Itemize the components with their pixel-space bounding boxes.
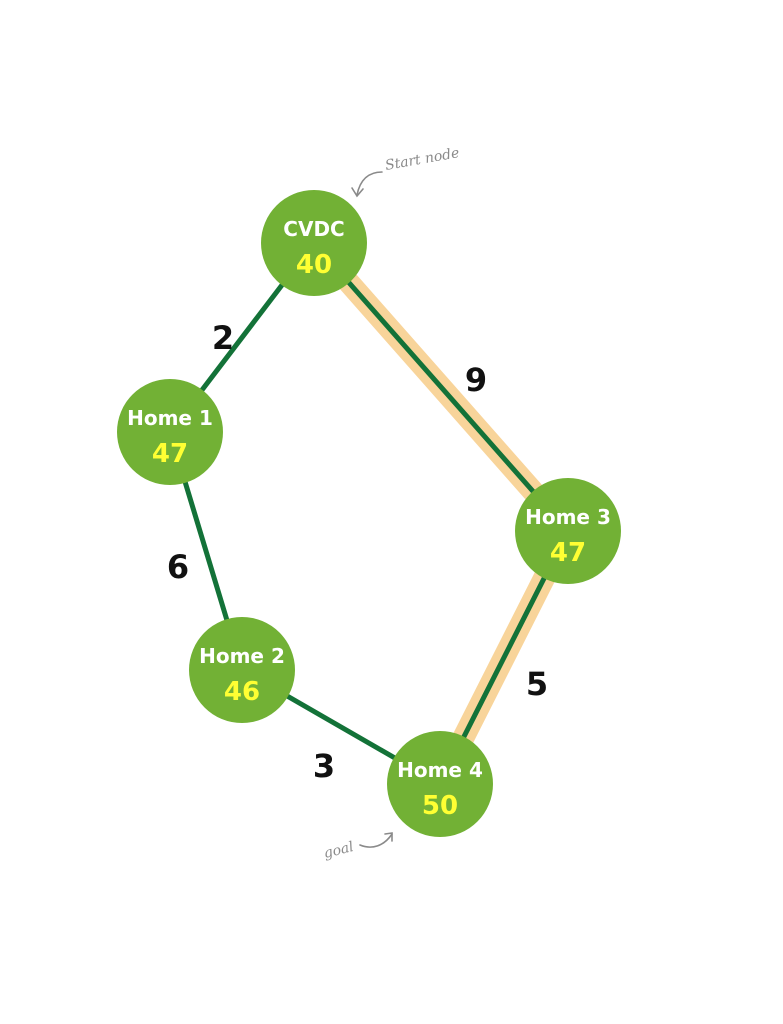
nodes-layer: CVDC 40 Home 1 47 Home 2 46 Home 3 47 Home 4 50 bbox=[117, 190, 621, 837]
node-home2: Home 2 46 bbox=[189, 617, 295, 723]
node-value-cvdc: 40 bbox=[296, 250, 332, 280]
node-name-home1: Home 1 bbox=[127, 406, 213, 430]
edge-weight-home3-home4: 5 bbox=[526, 665, 548, 703]
goal-arrow-icon bbox=[359, 833, 393, 848]
node-name-home3: Home 3 bbox=[525, 505, 611, 529]
start-node-annotation: Start node bbox=[351, 145, 461, 198]
node-value-home1: 47 bbox=[152, 439, 188, 469]
start-arrowhead-icon bbox=[351, 187, 364, 198]
node-circle-home4 bbox=[387, 731, 493, 837]
goal-note: goal bbox=[322, 839, 355, 862]
edge-weight-cvdc-home1: 2 bbox=[212, 319, 234, 357]
node-value-home4: 50 bbox=[422, 791, 458, 821]
edge-weight-home1-home2: 6 bbox=[167, 548, 189, 586]
goal-annotation: goal bbox=[322, 832, 393, 862]
start-arrow-icon bbox=[356, 171, 383, 196]
node-cvdc: CVDC 40 bbox=[261, 190, 367, 296]
node-circle-home3 bbox=[515, 478, 621, 584]
node-circle-home1 bbox=[117, 379, 223, 485]
node-name-home4: Home 4 bbox=[397, 758, 483, 782]
node-value-home3: 47 bbox=[550, 538, 586, 568]
node-name-cvdc: CVDC bbox=[283, 217, 344, 241]
node-home3: Home 3 47 bbox=[515, 478, 621, 584]
edge-weight-home2-home4: 3 bbox=[313, 747, 335, 785]
node-home1: Home 1 47 bbox=[117, 379, 223, 485]
goal-arrowhead-icon bbox=[384, 832, 393, 842]
node-circle-cvdc bbox=[261, 190, 367, 296]
node-value-home2: 46 bbox=[224, 677, 260, 707]
edge-weight-cvdc-home3: 9 bbox=[465, 361, 487, 399]
node-circle-home2 bbox=[189, 617, 295, 723]
edge-weights-layer: 2 6 3 9 5 bbox=[167, 319, 548, 785]
node-home4: Home 4 50 bbox=[387, 731, 493, 837]
edge-cvdc-home3 bbox=[311, 240, 571, 534]
node-name-home2: Home 2 bbox=[199, 644, 285, 668]
start-node-note: Start node bbox=[384, 145, 461, 174]
